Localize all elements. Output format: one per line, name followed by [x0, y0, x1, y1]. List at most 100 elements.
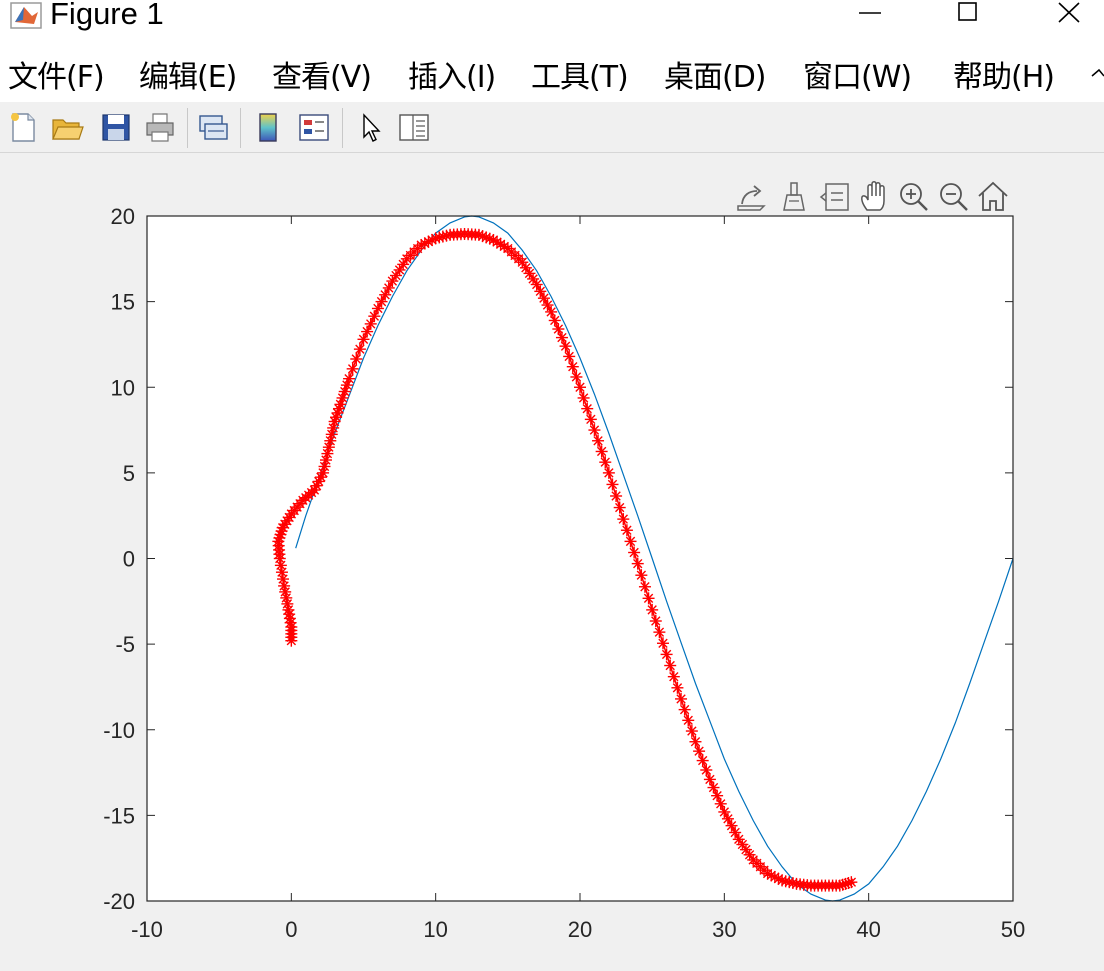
trajectory-marker	[588, 424, 601, 437]
x-tick-label: -10	[131, 917, 163, 942]
trajectory-marker	[393, 263, 406, 276]
maximize-icon	[958, 2, 977, 21]
trajectory-marker	[570, 370, 583, 383]
export-button[interactable]	[733, 179, 769, 215]
close-icon	[1058, 2, 1080, 23]
trajectory-marker	[375, 295, 388, 308]
x-tick-label: 10	[423, 917, 447, 942]
title-bar: Figure 1	[0, 0, 1104, 34]
edit-plot-button[interactable]	[355, 110, 389, 144]
window-title: Figure 1	[50, 0, 164, 31]
trajectory-marker	[599, 456, 612, 469]
trajectory-marker	[675, 692, 688, 705]
y-tick-label: -15	[103, 803, 135, 828]
x-tick-label: 20	[568, 917, 592, 942]
menu-window[interactable]: 窗口(W)	[803, 60, 912, 95]
toolbar-separator	[187, 108, 188, 148]
minimize-button[interactable]	[840, 0, 900, 34]
menu-file[interactable]: 文件(F)	[8, 60, 105, 95]
export-icon	[737, 185, 766, 211]
x-tick-label: 50	[1001, 917, 1025, 942]
zoom-in-icon	[900, 183, 928, 211]
trajectory-marker	[613, 501, 626, 514]
home-icon	[978, 181, 1008, 211]
x-tick-label: 30	[712, 917, 736, 942]
trajectory-marker	[559, 340, 572, 353]
y-tick-label: -20	[103, 889, 135, 914]
data-tips-icon	[819, 183, 849, 211]
trajectory-marker	[689, 735, 702, 748]
trajectory-marker	[638, 580, 651, 593]
link-plot-icon	[199, 115, 228, 140]
trajectory-marker	[330, 411, 343, 424]
menu-desktop[interactable]: 桌面(D)	[664, 60, 767, 95]
trajectory-marker	[721, 812, 734, 825]
trajectory-marker	[592, 434, 605, 447]
trajectory-marker	[635, 569, 648, 582]
trajectory-marker	[700, 763, 713, 776]
trajectory-marker	[703, 773, 716, 786]
trajectory-marker	[620, 524, 633, 537]
save-icon	[102, 114, 130, 141]
link-plot-button[interactable]	[196, 110, 230, 144]
trajectory-marker	[610, 489, 623, 502]
trajectory-marker	[845, 876, 858, 889]
brush-button[interactable]	[776, 179, 812, 215]
save-button[interactable]	[99, 110, 133, 144]
x-tick-label: 40	[856, 917, 880, 942]
brush-icon	[783, 182, 805, 211]
trajectory-marker	[584, 413, 597, 426]
figure-canvas: -10 0 10 20 30 40 50 20 15 10 5 0 -5 -10 -15 -20	[0, 153, 1104, 971]
colorbar-button[interactable]	[251, 110, 285, 144]
trajectory-marker	[656, 637, 669, 650]
trajectory-marker	[563, 350, 576, 363]
trajectory-marker	[696, 754, 709, 767]
edit-plot-icon	[363, 113, 381, 142]
figure-toolbar	[0, 102, 1104, 153]
trajectory-marker	[678, 703, 691, 716]
axes-background	[147, 216, 1013, 901]
open-file-button[interactable]	[50, 110, 84, 144]
trajectory-marker	[606, 478, 619, 491]
zoom-out-button[interactable]	[936, 179, 972, 215]
trajectory-marker	[624, 535, 637, 548]
new-figure-button[interactable]	[6, 110, 40, 144]
trajectory-marker	[574, 381, 586, 394]
minimize-icon	[859, 12, 881, 14]
menu-tools[interactable]: 工具(T)	[531, 60, 629, 95]
zoom-in-button[interactable]	[896, 179, 932, 215]
trajectory-marker	[353, 343, 366, 356]
trajectory-marker	[552, 323, 565, 336]
trajectory-marker	[581, 402, 594, 415]
y-tick-label: 20	[111, 204, 135, 229]
trajectory-marker	[628, 546, 641, 559]
reference-curve-line	[295, 215, 1014, 902]
trajectory-marker	[566, 360, 579, 373]
maximize-button[interactable]	[938, 0, 998, 34]
y-tick-label: -10	[103, 718, 135, 743]
data-tips-button[interactable]	[817, 179, 853, 215]
print-button[interactable]	[143, 110, 177, 144]
print-icon	[146, 113, 174, 142]
y-tick-label: 10	[111, 375, 135, 400]
trajectory-marker	[736, 838, 749, 851]
trajectory-marker	[682, 714, 695, 727]
close-button[interactable]	[1040, 0, 1100, 34]
home-button[interactable]	[975, 179, 1011, 215]
trajectory-marker	[386, 275, 399, 288]
y-tick-label: 15	[111, 290, 135, 315]
y-tick-label: -5	[115, 632, 135, 657]
trajectory-marker	[382, 281, 395, 294]
legend-button[interactable]	[297, 110, 331, 144]
y-tick-label: 5	[123, 461, 135, 486]
menu-overflow-icon[interactable]	[1090, 62, 1104, 82]
y-tick-label: 0	[123, 547, 135, 572]
property-inspector-button[interactable]	[397, 110, 431, 144]
menu-view[interactable]: 查看(V)	[272, 60, 372, 95]
menu-help[interactable]: 帮助(H)	[953, 60, 1055, 95]
menu-edit[interactable]: 编辑(E)	[139, 60, 237, 95]
menu-insert[interactable]: 插入(I)	[408, 60, 496, 95]
trajectory-marker	[646, 603, 659, 616]
pan-button[interactable]	[857, 179, 893, 215]
